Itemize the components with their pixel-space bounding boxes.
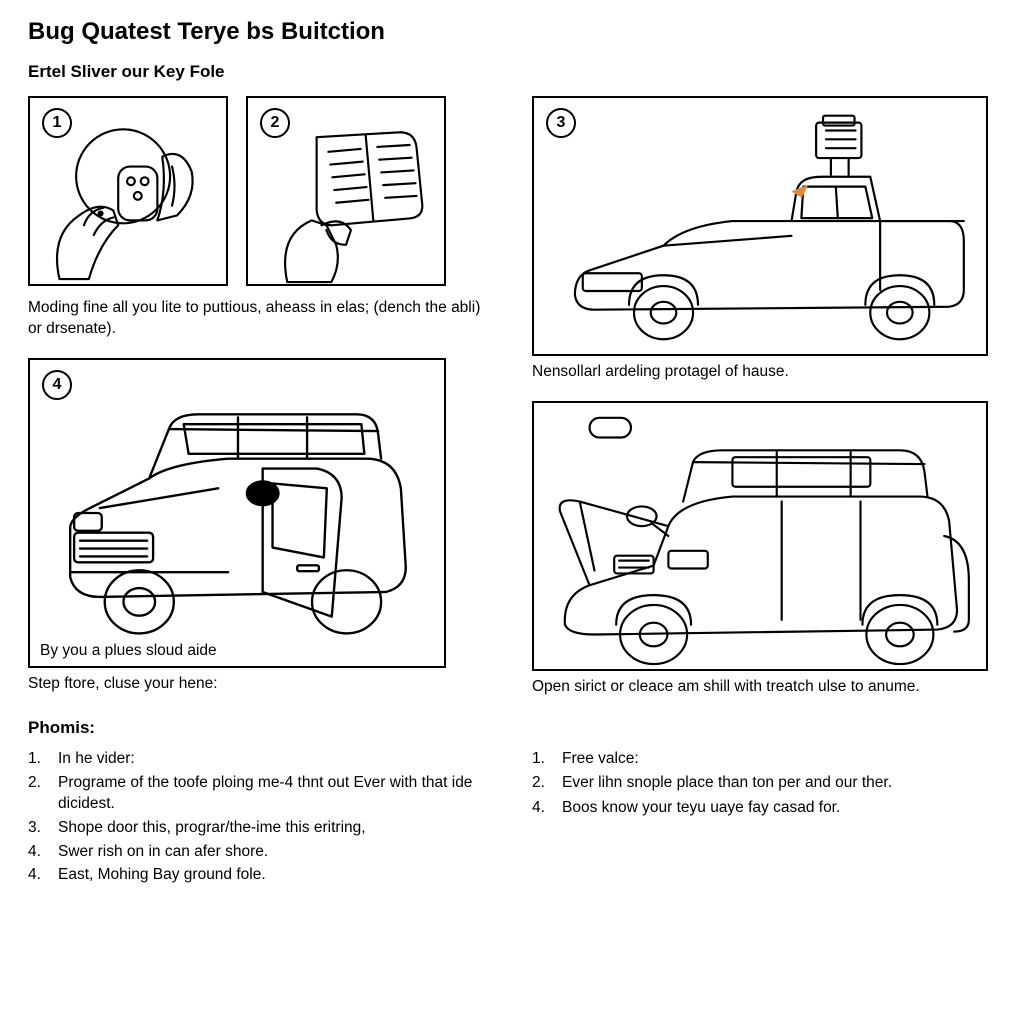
panel-2: 2 — [246, 96, 446, 286]
list-item: 4.Boos know your teyu uaye fay casad for… — [532, 797, 996, 819]
panel-4-illustration — [30, 360, 444, 666]
caption-panels-1-2: Moding fine all you lite to puttious, ah… — [28, 298, 492, 340]
phomis-lists: 1.In he vider: 2.Programe of the toofe p… — [28, 748, 996, 888]
phomis-left: 1.In he vider: 2.Programe of the toofe p… — [28, 748, 492, 888]
list-item: 4.Swer rish on in can afer shore. — [28, 841, 492, 863]
list-item: 4.East, Mohing Bay ground fole. — [28, 864, 492, 886]
phomis-right: 1.Free valce: 2.Ever lihn snople place t… — [532, 748, 996, 888]
panel-4: 4 — [28, 358, 446, 668]
step-badge-3: 3 — [546, 108, 576, 138]
list-item: 1.In he vider: — [28, 748, 492, 770]
caption-panel-5: Open sirict or cleace am shill with trea… — [532, 677, 996, 698]
right-column: 3 — [532, 96, 996, 698]
step-badge-4: 4 — [42, 370, 72, 400]
caption-panel-3: Nensollarl ardeling protagel of hause. — [532, 362, 996, 383]
page-title: Bug Quatest Terye bs Buitction — [28, 18, 996, 46]
panel-4-inside-caption: By you a plues sloud aide — [40, 642, 217, 660]
step-badge-1: 1 — [42, 108, 72, 138]
panel-5 — [532, 401, 988, 671]
list-item: 2.Ever lihn snople place than ton per an… — [532, 772, 996, 794]
page-subtitle: Ertel Sliver our Key Fole — [28, 62, 996, 82]
panel-5-illustration — [534, 403, 986, 669]
list-item: 3.Shope door this, prograr/the-ime this … — [28, 817, 492, 839]
step-badge-2: 2 — [260, 108, 290, 138]
panel-3: 3 — [532, 96, 988, 356]
panel-row-top: 1 — [28, 96, 492, 292]
panel-1: 1 — [28, 96, 228, 286]
left-column: 1 — [28, 96, 492, 698]
panel-3-illustration — [534, 98, 986, 354]
list-item: 1.Free valce: — [532, 748, 996, 770]
content-columns: 1 — [28, 96, 996, 698]
phomis-heading: Phomis: — [28, 718, 996, 738]
list-item: 2.Programe of the toofe ploing me-4 thnt… — [28, 772, 492, 815]
caption-panel-4: Step ftore, cluse your hene: — [28, 674, 492, 695]
